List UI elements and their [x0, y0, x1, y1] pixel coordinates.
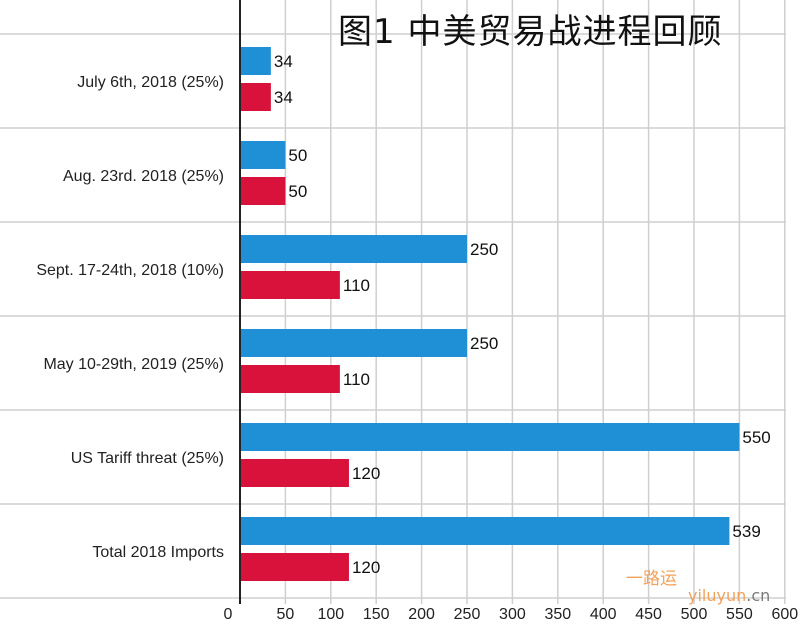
- bar-red: [240, 459, 349, 487]
- x-tick-label: 0: [224, 606, 233, 623]
- data-label-blue: 34: [274, 52, 293, 71]
- data-label-red: 50: [288, 182, 307, 201]
- data-label-red: 120: [352, 464, 380, 483]
- x-tick-label: 300: [499, 606, 526, 623]
- category-label: Aug. 23rd. 2018 (25%): [63, 168, 224, 185]
- x-tick-label: 50: [277, 606, 295, 623]
- bar-blue: [240, 329, 467, 357]
- bar-blue: [240, 141, 286, 169]
- category-label: July 6th, 2018 (25%): [77, 74, 224, 91]
- data-label-red: 110: [343, 276, 370, 295]
- data-label-red: 120: [352, 558, 380, 577]
- bar-blue: [240, 517, 730, 545]
- watermark-site-name: yiluyun: [688, 586, 747, 605]
- x-tick-label: 500: [681, 606, 708, 623]
- x-tick-label: 250: [454, 606, 481, 623]
- category-label: May 10-29th, 2019 (25%): [43, 356, 224, 373]
- x-tick-label: 150: [363, 606, 390, 623]
- data-label-blue: 550: [742, 428, 770, 447]
- bar-red: [240, 271, 340, 299]
- data-label-red: 34: [274, 88, 293, 107]
- bar-red: [240, 83, 271, 111]
- category-label: Sept. 17-24th, 2018 (10%): [36, 262, 224, 279]
- data-label-blue: 539: [732, 522, 760, 541]
- watermark-site-tld: .cn: [746, 586, 771, 605]
- x-tick-label: 450: [635, 606, 662, 623]
- watermark-site: yiluyun.cn: [688, 586, 770, 605]
- x-tick-label: 600: [771, 606, 798, 623]
- data-label-blue: 250: [470, 240, 498, 259]
- bar-blue: [240, 423, 740, 451]
- x-tick-label: 200: [408, 606, 435, 623]
- x-tick-label: 350: [544, 606, 571, 623]
- x-tick-label: 550: [726, 606, 753, 623]
- data-label-blue: 50: [288, 146, 307, 165]
- bar-blue: [240, 235, 467, 263]
- x-tick-label: 400: [590, 606, 617, 623]
- bar-red: [240, 553, 349, 581]
- data-label-red: 110: [343, 370, 370, 389]
- data-label-blue: 250: [470, 334, 498, 353]
- category-label: Total 2018 Imports: [92, 544, 224, 561]
- x-tick-label: 100: [317, 606, 344, 623]
- category-label: US Tariff threat (25%): [71, 450, 224, 467]
- chart-title: 图1 中美贸易战进程回顾: [338, 12, 723, 52]
- watermark-chinese: 一路运: [626, 569, 677, 589]
- bar-blue: [240, 47, 271, 75]
- bar-red: [240, 177, 286, 205]
- bar-red: [240, 365, 340, 393]
